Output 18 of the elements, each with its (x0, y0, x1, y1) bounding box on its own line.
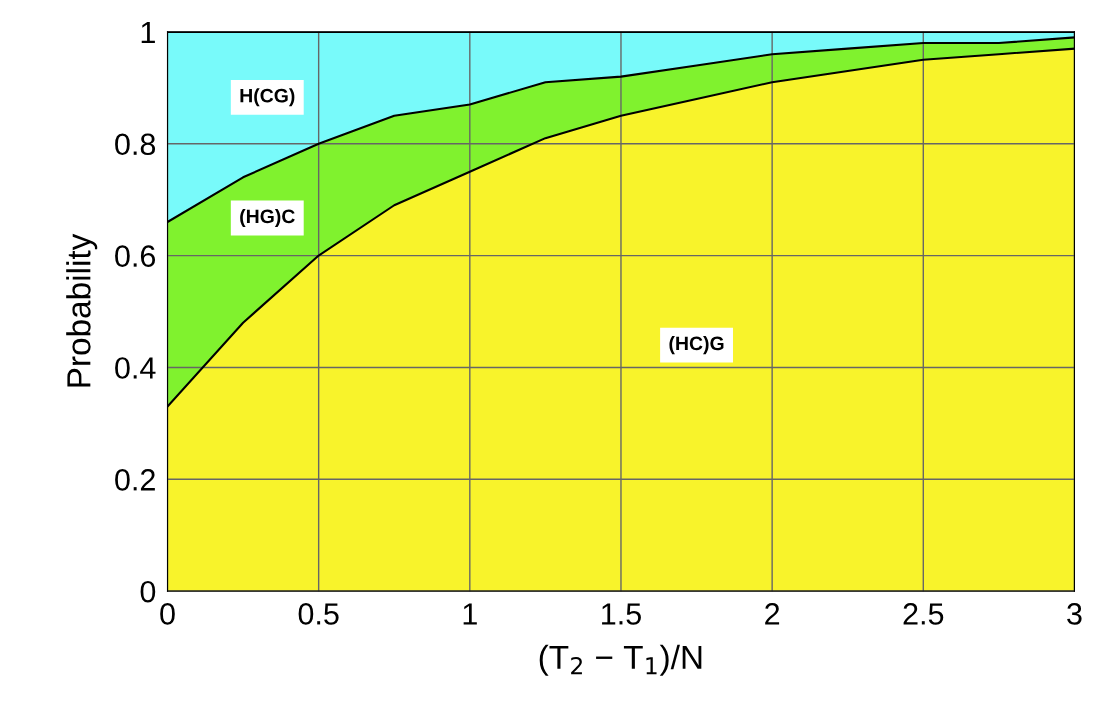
x-tick-label: 2 (765, 603, 780, 625)
y-tick-label: 0.8 (115, 133, 156, 156)
y-tick-label: 0 (140, 580, 156, 603)
y-tick-label: 0.4 (115, 357, 156, 379)
x-tick-label: 3 (1067, 603, 1082, 625)
x-tick-label: 1 (463, 603, 477, 625)
x-tick-label: 0 (160, 603, 175, 625)
x-tick-label: 2.5 (903, 603, 944, 625)
series-label: (HG)C (240, 208, 295, 228)
y-tick-label: 0.6 (115, 245, 156, 267)
y-axis-title: Probability (66, 233, 98, 387)
series-label: (HC)G (669, 336, 724, 355)
series-label: H(CG) (240, 88, 295, 107)
x-tick-label: 0.5 (298, 603, 339, 625)
x-axis-title: (T$_{2}$ − T$_{1}$)/N (539, 644, 702, 676)
y-tick-label: 1 (141, 21, 155, 43)
y-tick-label: 0.2 (115, 469, 155, 491)
x-tick-label: 1.5 (602, 603, 641, 625)
